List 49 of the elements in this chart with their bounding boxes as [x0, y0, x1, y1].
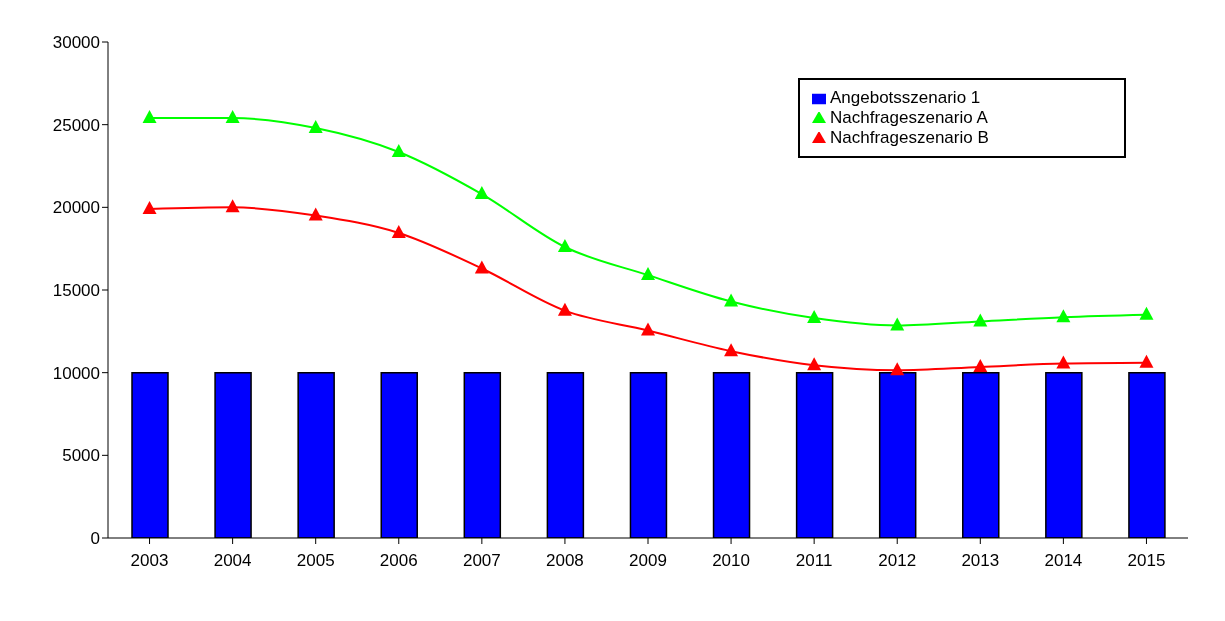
y-tick-label: 20000: [52, 198, 100, 218]
y-tick-label: 30000: [52, 33, 100, 53]
point: [142, 200, 157, 214]
y-tick-label: 15000: [52, 281, 100, 301]
point: [308, 119, 323, 133]
x-tick-label: 2010: [712, 551, 750, 571]
x-tick-label: 2009: [629, 551, 667, 571]
y-tick-label: 5000: [62, 446, 100, 466]
point: [973, 358, 988, 372]
point: [641, 267, 655, 281]
x-tick-label: 2013: [961, 551, 1000, 571]
legend-label: Nachfrageszenario B: [830, 128, 989, 147]
point: [308, 207, 323, 221]
point: [1139, 306, 1154, 320]
point: [973, 313, 988, 327]
x-tick-label: 2005: [296, 551, 335, 571]
point: [474, 186, 489, 200]
point: [890, 317, 905, 331]
point: [807, 310, 822, 324]
point: [641, 322, 655, 336]
point: [391, 143, 406, 157]
x-tick-label: 2015: [1127, 551, 1166, 571]
point: [225, 110, 240, 124]
point: [557, 239, 572, 253]
x-tick-label: 2003: [130, 551, 169, 571]
point: [724, 343, 739, 357]
x-tick-label: 2004: [213, 551, 252, 571]
y-tick-label: 0: [90, 529, 100, 549]
point: [807, 357, 822, 371]
x-tick-label: 2014: [1044, 551, 1083, 571]
y-tick-label: 10000: [52, 363, 100, 383]
point: [1056, 309, 1071, 323]
point: [225, 199, 240, 213]
point: [1139, 354, 1154, 368]
point: [474, 260, 489, 274]
point: [142, 110, 157, 124]
point: [557, 302, 572, 316]
x-tick-label: 2011: [795, 551, 833, 571]
y-tick-label: 25000: [52, 115, 100, 135]
point: [391, 224, 406, 238]
point: [1056, 355, 1071, 369]
point: [724, 293, 739, 307]
x-tick-label: 2008: [546, 551, 584, 571]
x-tick-label: 2006: [379, 551, 418, 571]
x-tick-label: 2007: [462, 551, 501, 571]
legend-label: Nachfrageszenario A: [830, 108, 988, 127]
x-tick-label: 2012: [878, 551, 917, 571]
point: [890, 362, 905, 376]
legend-label: Angebotsszenario 1: [830, 88, 981, 107]
